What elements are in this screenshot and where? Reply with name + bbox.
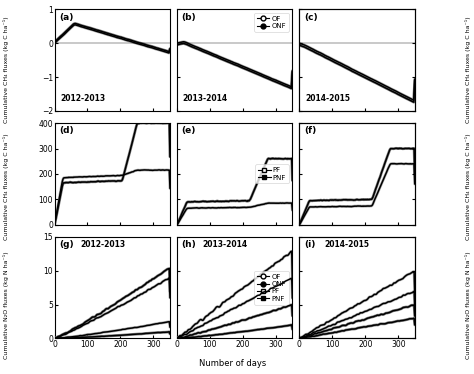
- Text: 2012-2013: 2012-2013: [60, 94, 105, 103]
- Text: (c): (c): [304, 13, 318, 22]
- Text: (a): (a): [59, 13, 73, 22]
- Legend: PF, PNF: PF, PNF: [255, 165, 289, 183]
- Text: (d): (d): [59, 126, 74, 135]
- Text: (e): (e): [182, 126, 196, 135]
- Text: (b): (b): [182, 13, 196, 22]
- Text: (h): (h): [182, 240, 196, 249]
- Text: (f): (f): [304, 126, 316, 135]
- Text: (g): (g): [59, 240, 74, 249]
- Legend: OF, ONF, PF, PNF: OF, ONF, PF, PNF: [254, 271, 289, 304]
- Text: Cumulative N₂O fluxes (kg N ha⁻¹): Cumulative N₂O fluxes (kg N ha⁻¹): [3, 251, 9, 359]
- Text: 2014-2015: 2014-2015: [305, 94, 350, 103]
- Text: 2012-2013: 2012-2013: [80, 240, 125, 249]
- Text: Cumulative CH₄ fluxes (kg C ha⁻¹): Cumulative CH₄ fluxes (kg C ha⁻¹): [3, 16, 9, 123]
- Text: Cumulative N₂O fluxes (kg N ha⁻¹): Cumulative N₂O fluxes (kg N ha⁻¹): [465, 251, 471, 359]
- Text: Cumulative CH₄ fluxes (kg C ha⁻¹): Cumulative CH₄ fluxes (kg C ha⁻¹): [3, 134, 9, 240]
- Legend: OF, ONF: OF, ONF: [254, 13, 289, 32]
- Text: Number of days: Number of days: [199, 359, 266, 368]
- Text: (i): (i): [304, 240, 315, 249]
- Text: 2014-2015: 2014-2015: [325, 240, 370, 249]
- Text: 2013-2014: 2013-2014: [182, 94, 228, 103]
- Text: Cumulative CH₄ fluxes (kg C ha⁻¹): Cumulative CH₄ fluxes (kg C ha⁻¹): [465, 134, 471, 240]
- Text: 2013-2014: 2013-2014: [202, 240, 247, 249]
- Text: Cumulative CH₄ fluxes (kg C ha⁻¹): Cumulative CH₄ fluxes (kg C ha⁻¹): [465, 16, 471, 123]
